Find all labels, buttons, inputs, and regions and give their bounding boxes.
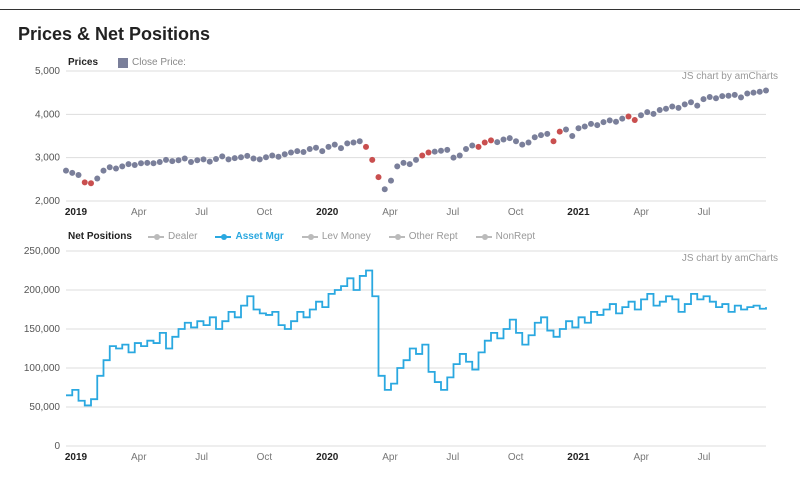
svg-text:Jul: Jul xyxy=(446,452,459,463)
svg-text:Apr: Apr xyxy=(131,452,147,463)
prices-svg[interactable]: 2,000 3,000 4,000 5,000 2019 Apr Jul Oct 2020 Apr… xyxy=(18,59,778,229)
svg-text:Apr: Apr xyxy=(131,207,147,218)
legend-other-rept[interactable]: Other Rept xyxy=(389,231,458,242)
svg-text:2019: 2019 xyxy=(65,207,88,218)
svg-text:2021: 2021 xyxy=(567,207,590,218)
positions-axis-label: Net Positions xyxy=(68,231,132,242)
prices-legend: Close Price: xyxy=(118,57,186,68)
chart-attribution: JS chart by amCharts xyxy=(682,71,778,82)
svg-text:200,000: 200,000 xyxy=(24,285,61,296)
line-icon xyxy=(302,236,318,238)
positions-legend: Dealer Asset Mgr Lev Money Other Rept NonRep… xyxy=(148,231,648,242)
prices-chart: Prices Close Price: JS chart by amCharts… xyxy=(18,59,782,229)
line-icon xyxy=(215,236,231,238)
legend-nonrept[interactable]: NonRept xyxy=(476,231,535,242)
legend-label: Lev Money xyxy=(322,231,371,242)
svg-text:4,000: 4,000 xyxy=(35,109,60,120)
svg-text:Oct: Oct xyxy=(257,207,273,218)
line-icon xyxy=(148,236,164,238)
top-divider xyxy=(0,0,800,10)
legend-label: NonRept xyxy=(496,231,535,242)
svg-text:5,000: 5,000 xyxy=(35,66,60,77)
legend-asset-mgr[interactable]: Asset Mgr xyxy=(215,231,283,242)
svg-text:Apr: Apr xyxy=(633,207,649,218)
legend-label: Dealer xyxy=(168,231,197,242)
svg-text:2020: 2020 xyxy=(316,207,339,218)
svg-text:Apr: Apr xyxy=(382,452,398,463)
svg-text:50,000: 50,000 xyxy=(29,402,60,413)
prices-axis-label: Prices xyxy=(68,57,98,68)
svg-text:Jul: Jul xyxy=(698,452,711,463)
svg-text:Apr: Apr xyxy=(382,207,398,218)
svg-text:Jul: Jul xyxy=(195,452,208,463)
svg-text:Oct: Oct xyxy=(508,207,524,218)
legend-label: Close Price: xyxy=(132,57,186,68)
square-icon xyxy=(118,58,128,68)
legend-dealer[interactable]: Dealer xyxy=(148,231,197,242)
legend-lev-money[interactable]: Lev Money xyxy=(302,231,371,242)
svg-text:Oct: Oct xyxy=(257,452,273,463)
line-icon xyxy=(476,236,492,238)
svg-text:2021: 2021 xyxy=(567,452,590,463)
svg-text:2,000: 2,000 xyxy=(35,196,60,207)
svg-text:150,000: 150,000 xyxy=(24,324,61,335)
svg-text:100,000: 100,000 xyxy=(24,363,61,374)
svg-text:2020: 2020 xyxy=(316,452,339,463)
legend-close-price[interactable]: Close Price: xyxy=(118,57,186,68)
svg-text:Jul: Jul xyxy=(195,207,208,218)
page-title: Prices & Net Positions xyxy=(18,24,782,45)
svg-text:250,000: 250,000 xyxy=(24,246,61,257)
line-icon xyxy=(389,236,405,238)
legend-label: Other Rept xyxy=(409,231,458,242)
chart-attribution: JS chart by amCharts xyxy=(682,253,778,264)
positions-svg[interactable]: 0 50,000 100,000 150,000 200,000 250,000 2019 A… xyxy=(18,233,778,483)
svg-text:Jul: Jul xyxy=(446,207,459,218)
svg-text:3,000: 3,000 xyxy=(35,153,60,164)
svg-text:Jul: Jul xyxy=(698,207,711,218)
svg-text:2019: 2019 xyxy=(65,452,88,463)
svg-text:Oct: Oct xyxy=(508,452,524,463)
positions-chart: Net Positions Dealer Asset Mgr Lev Money Ot… xyxy=(18,233,782,483)
legend-label: Asset Mgr xyxy=(235,231,283,242)
svg-text:Apr: Apr xyxy=(633,452,649,463)
content: Prices & Net Positions Prices Close Pric… xyxy=(0,14,800,483)
svg-text:0: 0 xyxy=(54,441,60,452)
